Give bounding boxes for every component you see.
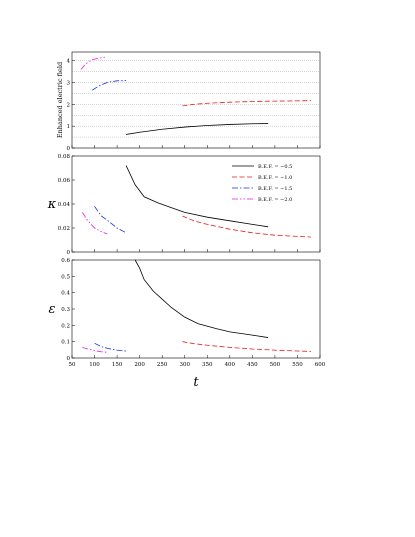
y-tick-label-4: 4 bbox=[67, 59, 71, 65]
y-tick-label-4: 0.08 bbox=[58, 154, 71, 160]
series-line-2 bbox=[92, 80, 127, 91]
x-tick-label-5: 300 bbox=[179, 362, 190, 368]
y-axis-label: Enhanced electric field bbox=[56, 62, 64, 138]
series-line-0 bbox=[125, 165, 269, 228]
y-tick-label-2: 0.04 bbox=[58, 202, 71, 208]
series-line-3 bbox=[82, 212, 108, 235]
y-tick-label-3: 0.06 bbox=[58, 178, 71, 184]
x-tick-label-6: 350 bbox=[202, 362, 213, 368]
x-tick-label-11: 600 bbox=[315, 362, 326, 368]
y-tick-label-5: 0.5 bbox=[61, 274, 70, 280]
x-tick-label-7: 400 bbox=[225, 362, 236, 368]
y-tick-label-1: 1 bbox=[67, 124, 71, 130]
legend-label-0: B.E.F. = −0.5 bbox=[258, 164, 292, 170]
y-tick-label-0: 0 bbox=[67, 356, 71, 362]
series-line-2 bbox=[94, 206, 127, 234]
series-line-1 bbox=[182, 341, 311, 352]
x-tick-label-10: 550 bbox=[292, 362, 303, 368]
series-line-2 bbox=[94, 342, 127, 352]
y-tick-label-2: 2 bbox=[67, 102, 71, 108]
legend-label-3: B.E.F. = −2.0 bbox=[258, 197, 292, 203]
x-tick-label-8: 450 bbox=[247, 362, 258, 368]
y-tick-label-6: 0.6 bbox=[61, 258, 70, 264]
y-tick-label-0: 0 bbox=[67, 250, 71, 256]
y-tick-label-1: 0.02 bbox=[58, 226, 70, 232]
x-tick-label-0: 50 bbox=[69, 362, 76, 368]
x-tick-label-2: 150 bbox=[112, 362, 123, 368]
series-line-0 bbox=[134, 259, 269, 338]
panel-kappa: 0 0.02 0.04 0.06 0.08 κ B.E.F. = −0.5 B.E.F. = … bbox=[47, 154, 321, 256]
series-line-1 bbox=[182, 100, 311, 107]
legend-label-2: B.E.F. = −1.5 bbox=[258, 186, 292, 192]
y-tick-label-1: 0.1 bbox=[61, 340, 70, 346]
x-tick-label-4: 250 bbox=[157, 362, 168, 368]
x-axis-label: t bbox=[193, 375, 199, 390]
y-tick-label-0: 0 bbox=[67, 146, 71, 152]
plot-frame bbox=[71, 51, 321, 149]
series-line-3 bbox=[80, 56, 106, 70]
x-tick-label-9: 500 bbox=[270, 362, 281, 368]
y-tick-label-3: 0.3 bbox=[61, 307, 70, 313]
x-tick-label-1: 100 bbox=[89, 362, 100, 368]
series-line-3 bbox=[82, 346, 108, 353]
y-tick-label-4: 0.4 bbox=[61, 291, 70, 297]
plot-frame bbox=[71, 155, 321, 253]
legend-label-1: B.E.F. = −1.0 bbox=[258, 175, 292, 181]
plot-frame bbox=[71, 259, 321, 359]
y-tick-label-2: 0.2 bbox=[61, 323, 70, 329]
panel-epsilon: 0 0.1 0.2 0.3 0.4 0.5 0.6 50 100 150 200 250 300 350 4… bbox=[49, 258, 326, 390]
series-line-0 bbox=[126, 123, 269, 135]
y-axis-label: ε bbox=[49, 302, 56, 317]
y-axis-label: κ bbox=[47, 197, 57, 212]
series-line-1 bbox=[182, 215, 311, 238]
x-tick-label-3: 200 bbox=[134, 362, 145, 368]
y-tick-label-3: 3 bbox=[67, 81, 71, 87]
